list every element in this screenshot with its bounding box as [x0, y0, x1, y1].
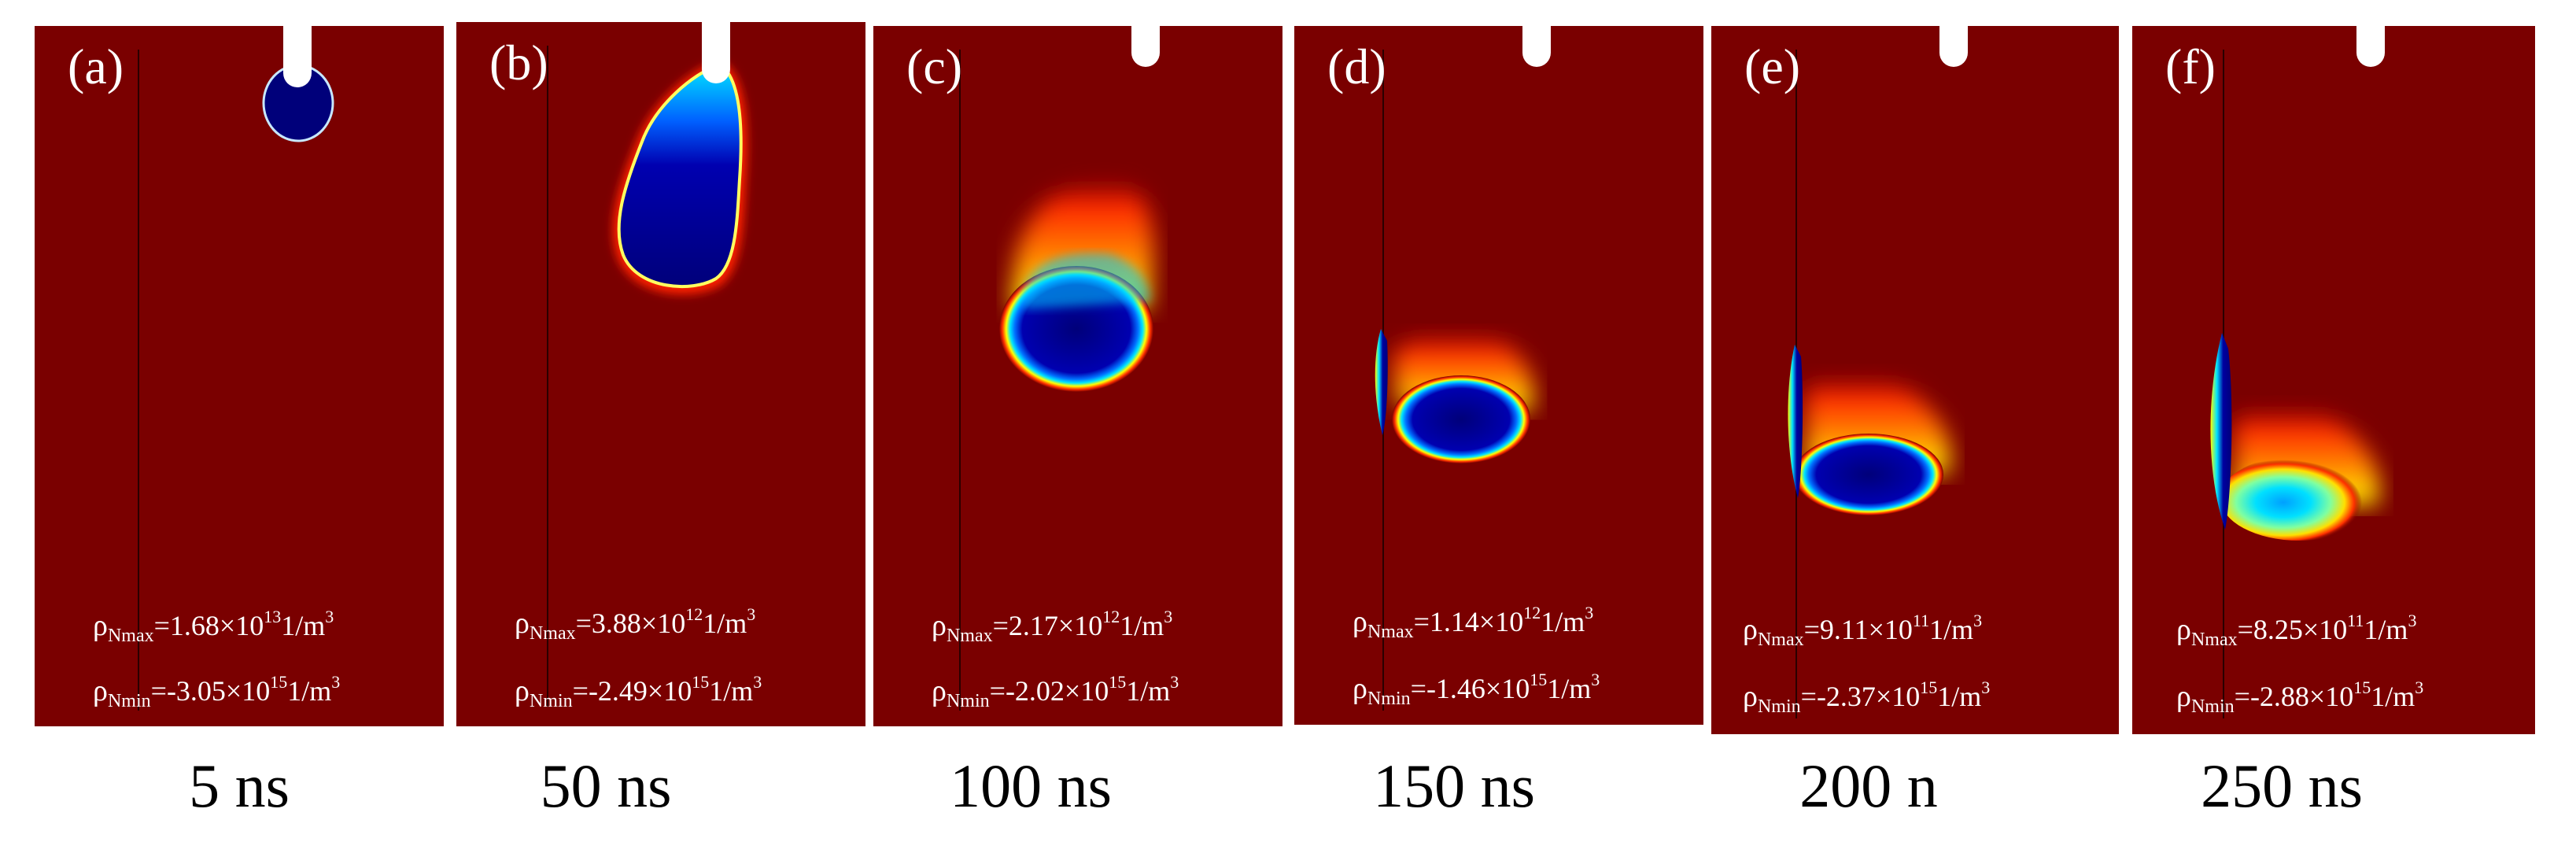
- needle-electrode: [2356, 26, 2385, 67]
- rho-min-annotation: ρNmin=-2.88×10151/m3: [2176, 678, 2424, 717]
- panel-a: (a) ρNmax=1.68×10131/m3 ρNmin=-3.05×1015…: [35, 26, 444, 726]
- needle-electrode: [1131, 26, 1160, 67]
- plot-a: [138, 26, 334, 711]
- streamer-head: [617, 64, 743, 288]
- panel-label: (c): [906, 39, 963, 94]
- surface-sheath: [2210, 333, 2232, 530]
- needle-electrode: [1939, 26, 1968, 67]
- panel-b: (b) ρNmax=3.88×10121/m3 ρNmin=-2.49×1015…: [456, 22, 865, 726]
- panel-label: (b): [489, 35, 548, 90]
- panel-f: (f) ρNmax=8.25×10111/m3 ρNmin=-2.88×1015…: [2132, 26, 2535, 734]
- plot-f: [2210, 26, 2385, 718]
- streamer-head: [2220, 456, 2378, 541]
- time-caption: 200 n: [1799, 752, 1938, 820]
- needle-electrode: [1522, 26, 1551, 67]
- needle-electrode: [283, 26, 312, 87]
- panel-label: (d): [1327, 39, 1386, 94]
- streamer-head: [1392, 375, 1530, 463]
- panel-label: (e): [1744, 39, 1801, 94]
- rho-max-annotation: ρNmax=8.25×10111/m3: [2176, 611, 2417, 650]
- rho-max-annotation: ρNmax=9.11×10111/m3: [1743, 611, 1983, 650]
- rho-max-annotation: ρNmax=2.17×10121/m3: [932, 607, 1173, 646]
- surface-sheath: [1788, 345, 1803, 498]
- rho-max-annotation: ρNmax=1.14×10121/m3: [1353, 603, 1594, 642]
- panel-e: (e) ρNmax=9.11×10111/m3 ρNmin=-2.37×1015…: [1711, 26, 2119, 734]
- plot-e: [1788, 26, 1968, 718]
- plot-b: [547, 22, 747, 707]
- panel-c: (c) ρNmax=2.17×10121/m3 ρNmin=-2.02×1015…: [873, 26, 1282, 726]
- panel-label: (f): [2165, 39, 2216, 94]
- time-caption: 150 ns: [1373, 752, 1535, 820]
- rho-min-annotation: ρNmin=-1.46×10151/m3: [1353, 670, 1600, 709]
- rho-max-annotation: ρNmax=3.88×10121/m3: [515, 604, 756, 644]
- needle-electrode: [702, 22, 730, 83]
- time-caption: 100 ns: [950, 752, 1112, 820]
- plot-d: [1375, 26, 1551, 711]
- time-caption: 50 ns: [540, 752, 672, 820]
- panel-d: (d) ρNmax=1.14×10121/m3 ρNmin=-1.46×1015…: [1294, 26, 1703, 725]
- rho-min-annotation: ρNmin=-2.49×10151/m3: [515, 672, 762, 711]
- plot-c: [959, 26, 1160, 711]
- panel-label: (a): [68, 39, 124, 94]
- rho-min-annotation: ρNmin=-3.05×10151/m3: [93, 672, 341, 711]
- time-caption: 250 ns: [2201, 752, 2363, 820]
- rho-min-annotation: ρNmin=-2.37×10151/m3: [1743, 678, 1991, 717]
- surface-sheath: [1375, 329, 1388, 435]
- streamer-head: [1794, 434, 1943, 515]
- rho-min-annotation: ρNmin=-2.02×10151/m3: [932, 672, 1179, 711]
- rho-max-annotation: ρNmax=1.68×10131/m3: [93, 607, 334, 646]
- time-caption: 5 ns: [189, 752, 290, 820]
- streamer-shell: [1023, 253, 1150, 309]
